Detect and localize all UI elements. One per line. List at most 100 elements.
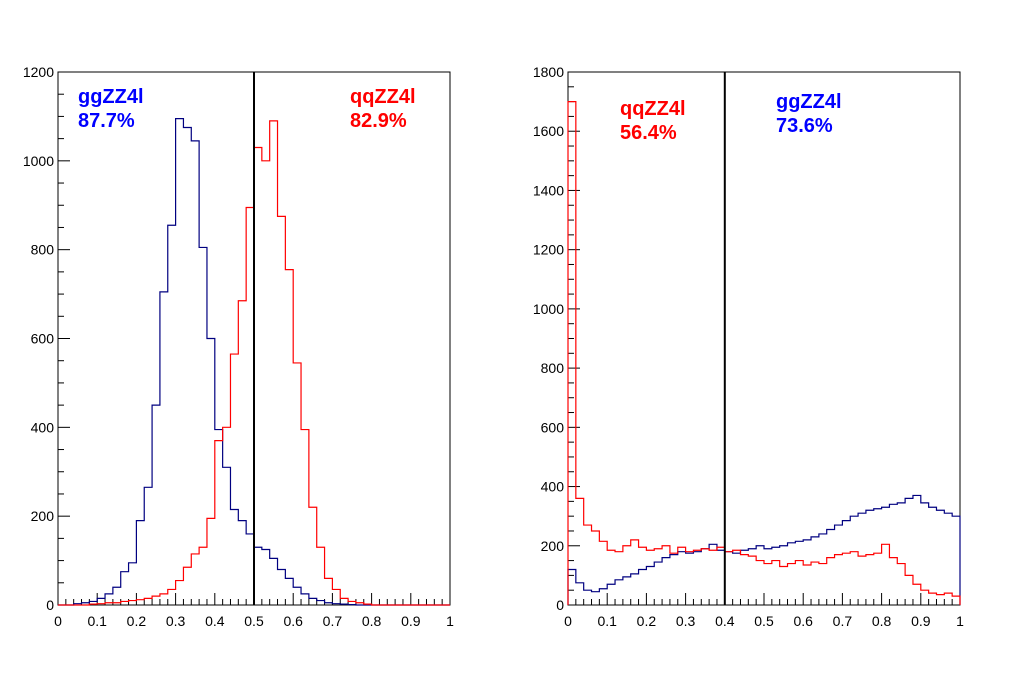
bin-qqZZ4l: [717, 547, 725, 605]
bin-qqZZ4l: [866, 555, 874, 605]
bin-qqZZ4l: [654, 549, 662, 605]
histogram-outline-ggZZ4l: [567, 494, 961, 605]
y-tick-label: 1600: [533, 123, 564, 139]
y-tick-label: 1800: [533, 64, 564, 80]
x-tick-label: 0.8: [362, 613, 382, 629]
bin-qqZZ4l: [772, 561, 780, 605]
bin-qqZZ4l: [944, 593, 952, 605]
bin-qqZZ4l: [874, 553, 882, 605]
bin-qqZZ4l: [113, 603, 121, 605]
x-tick-label: 0.3: [676, 613, 696, 629]
x-tick-label: 1: [446, 613, 454, 629]
left-histogram-panel: 0 200 400 600 800 1000 1200 0 0.1 0.2 0.3 0.4 0.5 0.6…: [23, 64, 454, 629]
bin-qqZZ4l: [693, 550, 701, 605]
series-label-name: ggZZ4l: [78, 86, 144, 108]
bin-qqZZ4l: [356, 603, 364, 605]
bin-qqZZ4l: [686, 552, 694, 605]
bin-qqZZ4l: [811, 562, 819, 605]
bin-qqZZ4l: [646, 550, 654, 605]
bin-qqZZ4l: [262, 161, 270, 605]
bin-ggZZ4l: [944, 513, 952, 605]
bin-ggZZ4l: [136, 521, 144, 605]
bin-qqZZ4l: [819, 564, 827, 605]
bin-qqZZ4l: [835, 555, 843, 605]
x-tick-label: 0.9: [911, 613, 931, 629]
right-histogram-panel: 0 200 400 600 800 1000 1200 1400 1600 1800 0 0.1 0.2…: [533, 64, 964, 629]
x-tick-label: 0.2: [127, 613, 147, 629]
bin-qqZZ4l: [270, 121, 278, 605]
bin-qqZZ4l: [670, 553, 678, 605]
bin-qqZZ4l: [842, 553, 850, 605]
x-tick-label: 0.1: [597, 613, 617, 629]
bin-ggZZ4l: [160, 292, 168, 605]
bin-qqZZ4l: [740, 555, 748, 605]
bin-qqZZ4l: [309, 507, 317, 605]
bin-qqZZ4l: [183, 567, 191, 605]
bin-qqZZ4l: [850, 552, 858, 605]
series-qqZZ4l: [58, 120, 450, 606]
x-tick-label: 0: [54, 613, 62, 629]
bin-ggZZ4l: [176, 119, 184, 605]
y-tick-label: 400: [541, 479, 565, 495]
y-tick-label: 1400: [533, 182, 564, 198]
x-tick-label: 0.5: [754, 613, 774, 629]
bin-qqZZ4l: [725, 552, 733, 605]
bin-qqZZ4l: [199, 547, 207, 605]
bin-qqZZ4l: [780, 567, 788, 605]
bin-qqZZ4l: [631, 540, 639, 605]
x-tick-label: 0.6: [283, 613, 303, 629]
bin-qqZZ4l: [230, 354, 238, 605]
x-tick-label: 0.6: [793, 613, 813, 629]
bin-qqZZ4l: [858, 556, 866, 605]
bin-qqZZ4l: [897, 564, 905, 605]
bin-qqZZ4l: [576, 498, 584, 605]
x-tick-label: 0.7: [323, 613, 343, 629]
bin-qqZZ4l: [105, 603, 113, 605]
bin-qqZZ4l: [348, 601, 356, 605]
y-tick-label: 0: [556, 597, 564, 613]
bin-qqZZ4l: [152, 596, 160, 605]
bin-qqZZ4l: [207, 518, 215, 605]
bin-qqZZ4l: [278, 216, 286, 605]
bin-ggZZ4l: [183, 128, 191, 605]
series-label-name: ggZZ4l: [776, 91, 842, 113]
series-label-percent: 82.9%: [350, 110, 407, 132]
x-tick-label: 1: [956, 613, 964, 629]
x-tick-label: 0.3: [166, 613, 186, 629]
bin-qqZZ4l: [340, 598, 348, 605]
bin-qqZZ4l: [89, 604, 97, 605]
bin-qqZZ4l: [913, 584, 921, 605]
x-tick-label: 0.7: [833, 613, 853, 629]
bin-qqZZ4l: [952, 596, 960, 605]
bin-ggZZ4l: [952, 516, 960, 605]
bin-qqZZ4l: [191, 554, 199, 605]
y-tick-label: 200: [31, 508, 55, 524]
bin-qqZZ4l: [623, 546, 631, 605]
bin-qqZZ4l: [364, 604, 372, 605]
bin-qqZZ4l: [803, 565, 811, 605]
bin-qqZZ4l: [254, 148, 262, 605]
x-tick-label: 0.4: [715, 613, 735, 629]
histogram-outline-ggZZ4l: [58, 118, 450, 606]
x-tick-label: 0.2: [637, 613, 657, 629]
bin-qqZZ4l: [701, 549, 709, 605]
series-qqZZ4l: [567, 101, 961, 605]
bin-qqZZ4l: [215, 441, 223, 605]
bin-qqZZ4l: [317, 547, 325, 605]
series-label-percent: 73.6%: [776, 115, 833, 137]
bin-qqZZ4l: [223, 427, 231, 605]
bin-qqZZ4l: [615, 552, 623, 605]
bin-ggZZ4l: [121, 572, 129, 605]
bin-qqZZ4l: [921, 590, 929, 605]
bin-qqZZ4l: [748, 556, 756, 605]
bin-qqZZ4l: [827, 558, 835, 605]
bin-qqZZ4l: [882, 544, 890, 605]
bin-ggZZ4l: [936, 510, 944, 605]
bin-qqZZ4l: [905, 575, 913, 605]
bin-ggZZ4l: [168, 225, 176, 605]
bin-ggZZ4l: [929, 507, 937, 605]
bin-qqZZ4l: [733, 550, 741, 605]
bin-qqZZ4l: [678, 547, 686, 605]
y-tick-label: 0: [46, 597, 54, 613]
